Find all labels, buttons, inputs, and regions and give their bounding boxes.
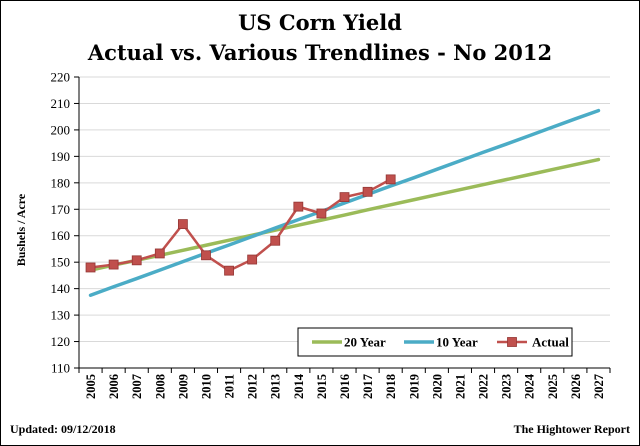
data-point-2018 bbox=[385, 174, 396, 185]
data-point-2016 bbox=[339, 192, 350, 203]
series-line-20-year bbox=[88, 157, 601, 272]
x-tick-label: 2011 bbox=[223, 374, 237, 398]
x-tick-label: 2021 bbox=[453, 374, 467, 399]
data-point-2015 bbox=[316, 208, 327, 219]
x-tick-label: 2025 bbox=[546, 374, 560, 399]
chart-subtitle: Actual vs. Various Trendlines - No 2012 bbox=[87, 40, 552, 65]
x-tick-label: 2009 bbox=[176, 374, 190, 399]
y-tick-label: 170 bbox=[51, 202, 71, 217]
x-tick-label: 2014 bbox=[292, 373, 306, 399]
data-point-2012 bbox=[247, 254, 258, 265]
data-point-2010 bbox=[201, 250, 211, 261]
data-point-2006 bbox=[108, 259, 119, 270]
x-tick-label: 2015 bbox=[315, 374, 329, 399]
x-tick-label: 2010 bbox=[199, 374, 213, 399]
x-tick-label: 2018 bbox=[384, 374, 398, 399]
legend-label-actual: Actual bbox=[532, 335, 569, 350]
x-tick-label: 2024 bbox=[523, 373, 537, 399]
legend-label-10-year: 10 Year bbox=[436, 335, 478, 350]
y-tick-label: 140 bbox=[51, 281, 71, 296]
y-tick-label: 120 bbox=[51, 334, 71, 349]
axes bbox=[74, 76, 611, 373]
x-tick-label: 2016 bbox=[338, 374, 352, 399]
x-tick-label: 2026 bbox=[569, 374, 583, 399]
data-point-2007 bbox=[131, 255, 142, 266]
series-line-10-year bbox=[88, 108, 601, 297]
x-tick-label: 2022 bbox=[477, 374, 491, 399]
data-point-2008 bbox=[154, 248, 165, 259]
x-tick-label: 2012 bbox=[246, 374, 260, 399]
data-point-2014 bbox=[293, 201, 304, 212]
series-markers bbox=[85, 174, 396, 276]
data-point-2011 bbox=[224, 265, 234, 276]
updated-note: Updated: 09/12/2018 bbox=[10, 422, 116, 436]
x-tick-label: 2020 bbox=[430, 374, 444, 399]
data-point-2013 bbox=[270, 235, 281, 246]
y-axis-label: Bushels / Acre bbox=[14, 193, 28, 266]
y-tick-label: 130 bbox=[51, 308, 71, 323]
x-tick-label: 2027 bbox=[592, 374, 606, 399]
y-tick-label: 160 bbox=[51, 228, 71, 243]
y-tick-labels: 110 120 130 140 150 160 170 180 190 200 210 220 bbox=[51, 70, 71, 376]
x-tick-label: 2017 bbox=[361, 374, 375, 399]
y-tick-label: 190 bbox=[51, 149, 71, 164]
y-tick-label: 210 bbox=[51, 96, 71, 111]
source-note: The Hightower Report bbox=[514, 422, 630, 436]
data-point-2017 bbox=[362, 186, 373, 197]
x-tick-label: 2005 bbox=[84, 374, 98, 399]
x-tick-label: 2008 bbox=[153, 374, 167, 399]
x-tick-labels: 2005 2006 2007 2008 2009 2010 2011 2012 2013 2014… bbox=[84, 373, 606, 399]
legend-marker-actual bbox=[507, 337, 517, 347]
x-tick-label: 2006 bbox=[107, 374, 121, 399]
x-tick-label: 2023 bbox=[500, 374, 514, 399]
y-tick-label: 180 bbox=[51, 175, 71, 190]
x-tick-label: 2019 bbox=[407, 374, 421, 399]
data-point-2009 bbox=[177, 219, 188, 229]
data-point-2005 bbox=[85, 262, 96, 273]
x-tick-label: 2007 bbox=[130, 374, 144, 399]
legend: 20 Year 10 Year Actual bbox=[297, 327, 573, 357]
y-tick-label: 110 bbox=[51, 361, 70, 376]
legend-label-20-year: 20 Year bbox=[344, 335, 386, 350]
y-tick-label: 150 bbox=[51, 255, 71, 270]
chart-title: US Corn Yield bbox=[238, 10, 402, 35]
x-tick-label: 2013 bbox=[269, 374, 283, 399]
y-tick-label: 220 bbox=[51, 70, 71, 85]
y-tick-label: 200 bbox=[51, 122, 71, 137]
